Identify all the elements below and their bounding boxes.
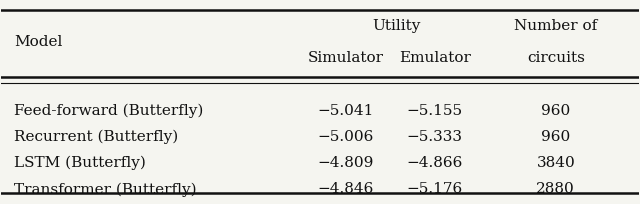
Text: −4.866: −4.866 <box>406 155 463 169</box>
Text: Simulator: Simulator <box>307 51 383 65</box>
Text: Emulator: Emulator <box>399 51 470 65</box>
Text: circuits: circuits <box>527 51 585 65</box>
Text: −5.333: −5.333 <box>406 129 463 143</box>
Text: −5.176: −5.176 <box>406 182 463 195</box>
Text: 3840: 3840 <box>536 155 575 169</box>
Text: Utility: Utility <box>372 19 420 32</box>
Text: 960: 960 <box>541 103 570 117</box>
Text: 2880: 2880 <box>536 182 575 195</box>
Text: Recurrent (Butterfly): Recurrent (Butterfly) <box>14 129 179 143</box>
Text: LSTM (Butterfly): LSTM (Butterfly) <box>14 155 146 170</box>
Text: −5.155: −5.155 <box>406 103 463 117</box>
Text: −5.041: −5.041 <box>317 103 374 117</box>
Text: Feed-forward (Butterfly): Feed-forward (Butterfly) <box>14 103 204 117</box>
Text: −4.846: −4.846 <box>317 182 374 195</box>
Text: Model: Model <box>14 35 63 49</box>
Text: −4.809: −4.809 <box>317 155 374 169</box>
Text: Transformer (Butterfly): Transformer (Butterfly) <box>14 181 196 196</box>
Text: Number of: Number of <box>514 19 597 32</box>
Text: 960: 960 <box>541 129 570 143</box>
Text: −5.006: −5.006 <box>317 129 374 143</box>
